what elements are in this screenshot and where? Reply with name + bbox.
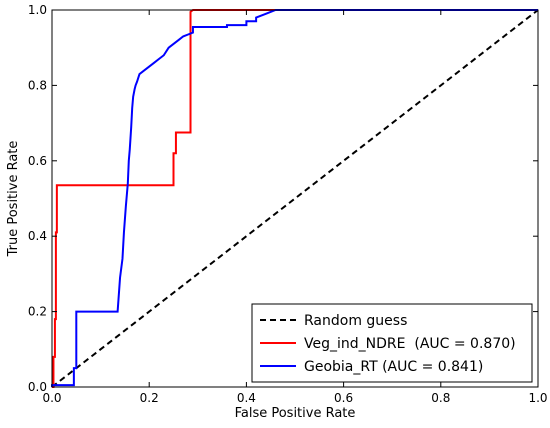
y-tick-label: 0.2 bbox=[28, 305, 47, 319]
y-tick-label: 1.0 bbox=[28, 3, 47, 17]
y-tick-label: 0.4 bbox=[28, 229, 47, 243]
x-axis-label: False Positive Rate bbox=[235, 406, 356, 421]
y-axis-label: True Positive Rate bbox=[6, 141, 21, 258]
legend-label-veg-ind-ndre: Veg_ind_NDRE (AUC = 0.870) bbox=[304, 336, 516, 352]
x-tick-label: 0.0 bbox=[42, 391, 61, 405]
x-tick-label: 0.6 bbox=[334, 391, 353, 405]
series-line-geobia-rt bbox=[51, 9, 538, 387]
x-tick-label: 0.2 bbox=[140, 391, 159, 405]
y-tick-label: 0.0 bbox=[28, 380, 47, 394]
series-line-random-guess bbox=[51, 9, 539, 388]
series-line-veg-ind-ndre bbox=[52, 9, 538, 388]
plot-lines bbox=[51, 9, 539, 388]
x-tick-label: 0.8 bbox=[431, 391, 450, 405]
y-tick-label: 0.8 bbox=[28, 78, 47, 92]
legend-label-geobia-rt: Geobia_RT (AUC = 0.841) bbox=[304, 359, 483, 375]
x-tick-label: 0.4 bbox=[237, 391, 256, 405]
plot-frame bbox=[51, 9, 539, 388]
legend: Random guess Veg_ind_NDRE (AUC = 0.870) … bbox=[251, 303, 533, 383]
y-tick-label: 0.6 bbox=[28, 154, 47, 168]
axis-ticks: 0.0 0.2 0.4 0.6 0.8 1.0 0.0 0.2 0.4 0.6 0.8 1.0 bbox=[28, 3, 548, 405]
legend-label-random-guess: Random guess bbox=[304, 313, 407, 329]
x-tick-label: 1.0 bbox=[528, 391, 547, 405]
legend-box bbox=[251, 303, 533, 383]
